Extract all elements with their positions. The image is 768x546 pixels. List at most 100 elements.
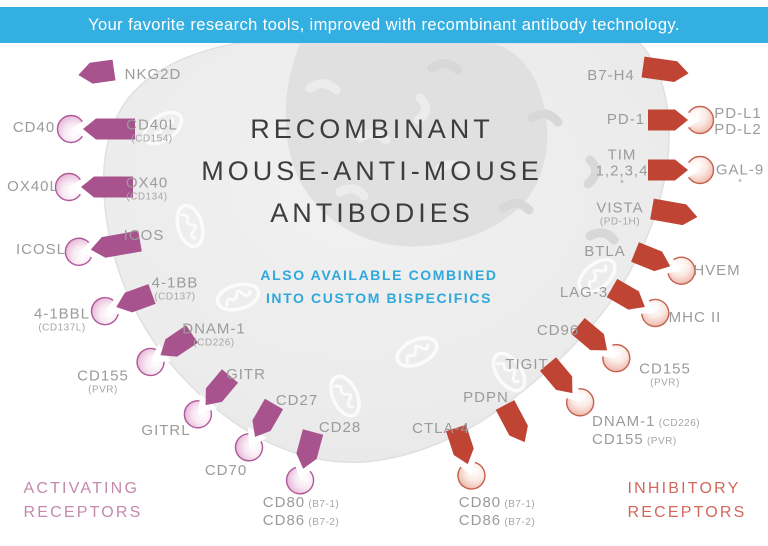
4-1bb-marker [90, 284, 156, 326]
receptor-arrow-icon [650, 198, 698, 226]
mitochondrion-icon [175, 203, 205, 249]
ball-notch [105, 294, 125, 316]
label-icosl-outside: ICOSL [15, 241, 67, 258]
legend-inhibitory-line-2: RECEPTORS [627, 504, 747, 521]
legend-inhibitory-line-1: INHIBITORY [627, 480, 741, 497]
top-strip [0, 0, 768, 7]
btla-marker [631, 242, 696, 285]
ctla-4-marker [446, 424, 486, 490]
ball-notch [150, 343, 171, 362]
tim-marker [648, 155, 715, 185]
pd-1-marker [648, 105, 715, 135]
ball-notch [635, 294, 656, 315]
legend-activating: ACTIVATING RECEPTORS [23, 477, 142, 525]
label-vista-inside: VISTA (PD-1H) [596, 199, 644, 228]
mitochondrion-icon [491, 351, 527, 393]
label-pdpn-inside: PDPN [463, 389, 509, 406]
mitochondrion-icon [142, 110, 184, 146]
receptor-arrow-icon [648, 159, 688, 181]
label-gitrl-outside: GITRL [141, 422, 191, 439]
receptor-arrow-icon [81, 176, 133, 198]
ball-notch [71, 118, 88, 140]
gitr-marker [183, 369, 239, 429]
label-cd155-left-outside: CD155 (PVR) [77, 367, 129, 396]
label-cd80-cd86-right-outside: CD80 (B7-1) CD86 (B7-2) [458, 494, 536, 529]
cd28-marker [285, 429, 324, 495]
label-cd27-inside: CD27 [275, 392, 319, 409]
ball-notch [683, 159, 700, 181]
label-ctla-4-inside: CTLA-4 [412, 420, 470, 437]
label-cd80-cd86-left-outside: CD80 (B7-1) CD86 (B7-2) [262, 494, 340, 529]
receptor-arrow-icon [495, 400, 528, 443]
lag-3-marker [606, 278, 670, 328]
label-btla-inside: BTLA [584, 243, 626, 260]
receptor-arrow-icon [90, 230, 142, 258]
subtitle-line-2: INTO CUSTOM BISPECIFICS [265, 290, 493, 306]
icos-marker [64, 230, 142, 266]
label-cd40-outside: CD40 [12, 119, 56, 136]
subtitle: ALSO AVAILABLE COMBINED INTO CUSTOM BISP… [260, 264, 497, 310]
receptor-arrow-icon [571, 317, 608, 351]
cd96-marker [571, 317, 631, 373]
ball-notch [78, 237, 98, 260]
label-lag-3-inside: LAG-3 [559, 284, 609, 301]
label-4-1bb-inside: 4-1BB (CD137) [151, 274, 199, 303]
cd27-marker [234, 398, 284, 462]
label-ox40l-outside: OX40L [7, 178, 59, 195]
label-nkg2d-inside: NKG2D [124, 66, 182, 83]
label-icos-inside: ICOS [123, 227, 165, 244]
label-cd96-inside: CD96 [536, 322, 580, 339]
banner-text: Your favorite research tools, improved w… [88, 15, 680, 34]
label-hvem-outside: HVEM [693, 262, 741, 279]
ball-notch [247, 427, 268, 448]
ball-notch [455, 455, 477, 476]
receptor-arrow-icon [606, 278, 645, 310]
receptor-arrow-icon [539, 357, 573, 394]
b7-h4-marker [641, 56, 689, 82]
label-cd70-outside: CD70 [204, 462, 248, 479]
label-tigit-inside: TIGIT [505, 356, 549, 373]
receptor-arrow-icon [631, 242, 671, 272]
mitochondrion-icon [329, 374, 361, 418]
receptor-arrow-icon [252, 398, 284, 437]
receptor-arrow-icon [648, 109, 688, 131]
label-mhc-ii-outside: MHC II [668, 309, 722, 326]
mitochondrion-icon [395, 336, 439, 368]
label-tim-inside: TIM 1,2,3,4 * [595, 146, 649, 190]
dnam-1-left-marker [136, 325, 198, 377]
main-title: RECOMBINANT MOUSE-ANTI-MOUSE ANTIBODIES [201, 108, 543, 234]
receptor-arrow-icon [83, 118, 135, 140]
label-4-1bbl-outside: 4-1BBL (CD137L) [33, 305, 91, 334]
label-gal-9-outside: GAL-9 * [715, 161, 765, 189]
label-cd40l-inside: CD40L (CD154) [126, 116, 178, 145]
receptor-arrow-icon [641, 56, 689, 82]
cd40-marker [56, 114, 135, 144]
receptor-arrow-icon [116, 284, 156, 313]
banner: Your favorite research tools, improved w… [0, 7, 768, 43]
receptor-arrow-icon [446, 424, 474, 465]
subtitle-line-1: ALSO AVAILABLE COMBINED [260, 267, 498, 283]
title-line-2: MOUSE-ANTI-MOUSE [201, 156, 543, 186]
title-line-1: RECOMBINANT [250, 114, 494, 144]
mitochondrion-icon [215, 282, 261, 312]
cell-nucleus [285, 43, 548, 247]
ball-notch [683, 109, 700, 131]
organelle-texture [305, 59, 619, 245]
label-gitr-inside: GITR [226, 366, 266, 383]
label-pd-1-inside: PD-1 [606, 111, 646, 128]
legend-inhibitory: INHIBITORY RECEPTORS [627, 477, 746, 525]
legend-activating-line-1: ACTIVATING [23, 480, 140, 497]
mitochondrion-icon [577, 257, 617, 295]
nkg2d-marker [78, 59, 116, 84]
receptor-arrow-icon [296, 429, 324, 469]
label-pd-l1-pd-l2-outside: PD-L1 PD-L2 [714, 105, 762, 138]
ball-notch [69, 176, 86, 198]
ball-notch [293, 461, 316, 481]
label-cd28-inside: CD28 [318, 419, 362, 436]
label-cd155-right-outside: CD155 (PVR) [639, 360, 691, 389]
pdpn-marker [495, 400, 528, 443]
label-ox40-inside: OX40 (CD134) [125, 174, 169, 203]
legend-activating-line-2: RECEPTORS [23, 504, 143, 521]
receptor-arrow-icon [78, 59, 116, 84]
